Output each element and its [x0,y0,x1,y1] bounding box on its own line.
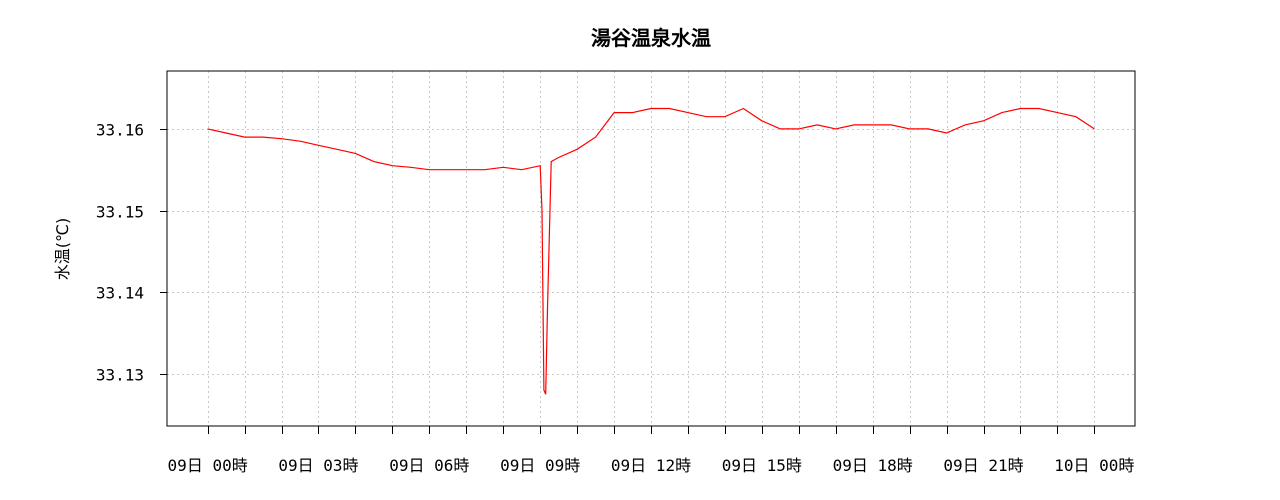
x-tick-label: 09日 00時 [168,456,248,475]
y-axis: 33.13 33.14 33.15 33.16 [96,121,167,385]
x-tick-label: 09日 06時 [389,456,469,475]
x-tick-label: 09日 03時 [278,456,358,475]
chart-title: 湯谷温泉水温 [591,26,711,50]
y-tick-label: 33.16 [96,121,144,140]
x-tick-label: 10日 00時 [1054,456,1134,475]
x-tick-label: 09日 21時 [943,456,1023,475]
x-tick-label: 09日 15時 [722,456,802,475]
series-line [207,107,1095,395]
x-tick-label: 09日 09時 [500,456,580,475]
x-tick-label: 09日 18時 [833,456,913,475]
grid-lines [167,71,1135,426]
y-tick-label: 33.13 [96,366,144,385]
y-tick-label: 33.15 [96,203,144,222]
y-axis-label: 水温(℃) [53,218,72,280]
y-tick-label: 33.14 [96,284,144,303]
series-layer [207,107,1095,395]
x-axis: 09日 00時 09日 03時 09日 06時 09日 09時 09日 12時 09日 1… [168,426,1134,475]
x-tick-label: 09日 12時 [611,456,691,475]
